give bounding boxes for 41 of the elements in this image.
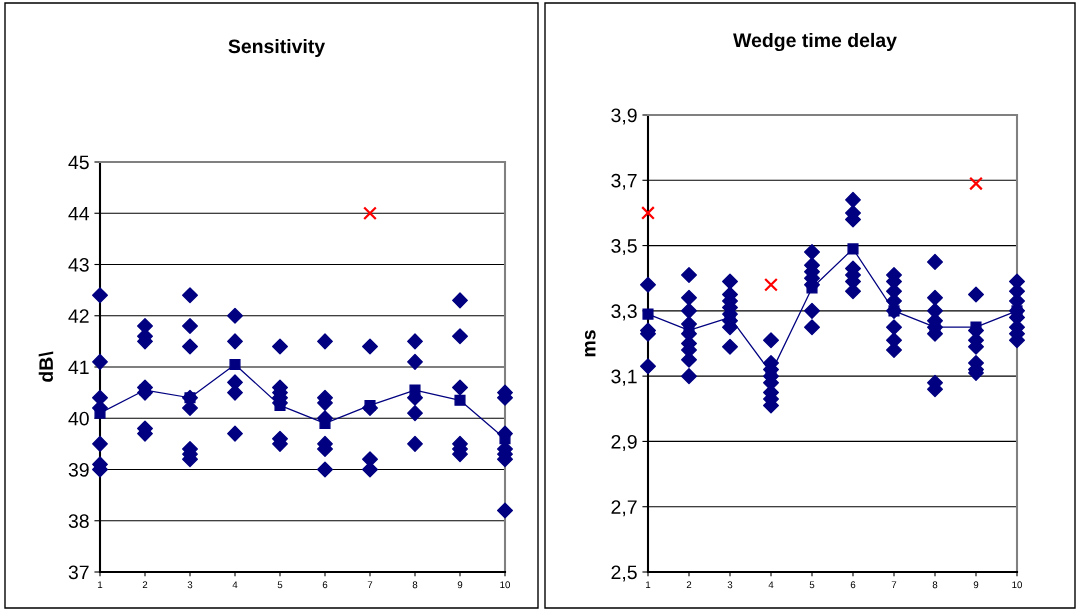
- y-tick-label: 2,7: [611, 500, 637, 517]
- x-tick-label: 10: [1012, 581, 1023, 589]
- x-tick-label: 9: [973, 581, 979, 589]
- y-tick-label: 45: [68, 155, 89, 170]
- x-tick-label: 6: [322, 581, 328, 589]
- x-tick-label: 2: [686, 581, 692, 589]
- y-tick-label: 3,1: [611, 369, 637, 386]
- x-tick-label: 9: [457, 581, 463, 589]
- y-tick-label: 44: [68, 206, 90, 221]
- x-tick-label: 3: [727, 581, 733, 589]
- y-tick-label: 3,7: [611, 173, 637, 190]
- x-tick-label: 2: [142, 581, 148, 589]
- x-tick-label: 4: [768, 581, 774, 589]
- y-tick-label: 3,9: [611, 108, 637, 125]
- chart-title: Sensitivity: [228, 38, 326, 58]
- x-tick-label: 10: [500, 581, 511, 589]
- x-tick-label: 8: [412, 581, 418, 589]
- x-tick-label: 6: [850, 581, 856, 589]
- x-tick-label: 7: [367, 581, 373, 589]
- y-tick-label: 37: [68, 565, 89, 580]
- y-tick-label: 43: [68, 257, 89, 272]
- x-tick-label: 1: [646, 581, 651, 589]
- y-tick-label: 39: [68, 462, 89, 477]
- y-tick-label: 2,9: [611, 434, 637, 451]
- y-tick-label: 3,5: [611, 239, 637, 256]
- y-tick-label: 2,5: [611, 565, 637, 582]
- y-axis-title: dB\: [38, 351, 54, 382]
- y-tick-label: 3,3: [611, 304, 637, 321]
- y-axis-title: ms: [584, 330, 596, 357]
- x-tick-label: 1: [98, 581, 103, 589]
- y-tick-label: 40: [68, 411, 89, 426]
- chart-title: Wedge time delay: [733, 32, 897, 52]
- x-tick-label: 3: [187, 581, 193, 589]
- x-tick-label: 5: [277, 581, 283, 589]
- x-tick-label: 4: [232, 581, 238, 589]
- y-tick-label: 42: [68, 309, 89, 323]
- x-tick-label: 5: [809, 581, 815, 589]
- y-tick-label: 38: [68, 514, 89, 528]
- x-tick-label: 7: [891, 581, 897, 589]
- y-tick-label: 41: [68, 360, 89, 375]
- x-tick-label: 8: [932, 581, 938, 589]
